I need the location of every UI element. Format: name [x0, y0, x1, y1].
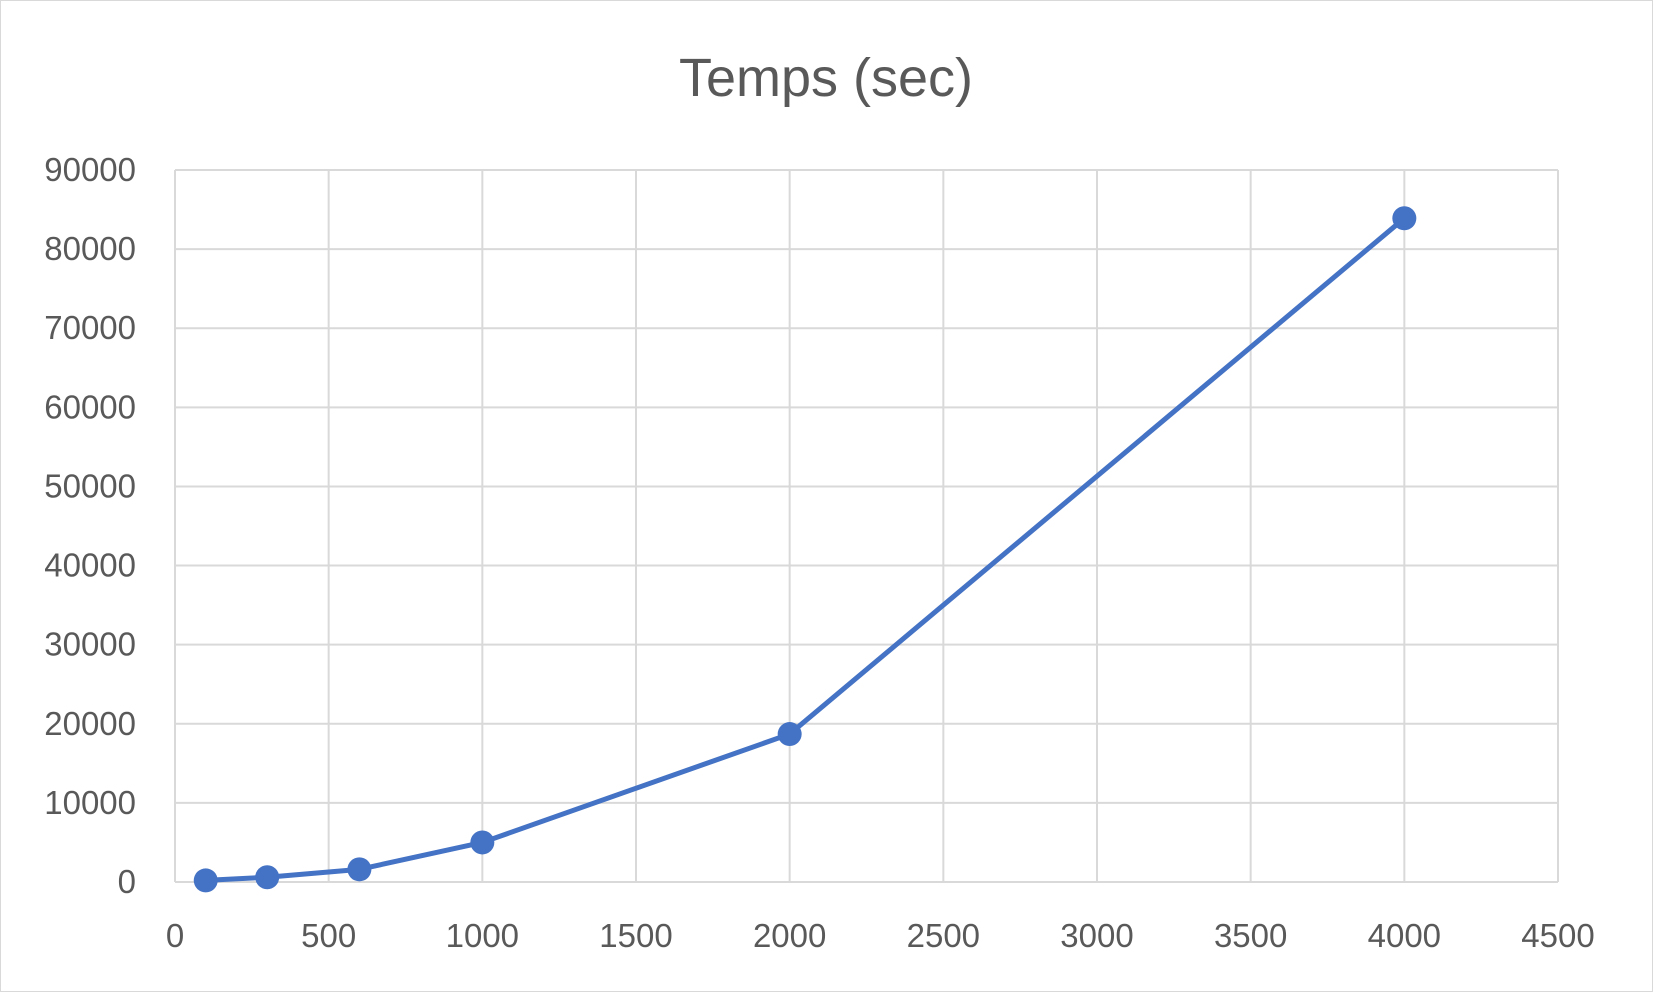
data-point — [1392, 206, 1417, 231]
y-tick-label: 20000 — [44, 705, 136, 742]
x-tick-label: 3500 — [1214, 917, 1287, 954]
x-tick-label: 0 — [166, 917, 184, 954]
data-point — [347, 857, 372, 882]
y-tick-label: 80000 — [44, 230, 136, 267]
data-point — [470, 830, 495, 855]
y-tick-label: 30000 — [44, 626, 136, 663]
y-tick-label: 90000 — [44, 151, 136, 188]
x-axis-ticks: 0 500 1000 1500 2000 2500 3000 3500 4000 4500 — [166, 917, 1595, 954]
x-tick-label: 4500 — [1521, 917, 1594, 954]
y-tick-label: 70000 — [44, 309, 136, 346]
series-line — [203, 215, 1407, 883]
x-tick-label: 500 — [301, 917, 356, 954]
y-tick-label: 50000 — [44, 467, 136, 504]
chart-title: Temps (sec) — [679, 48, 973, 108]
x-tick-label: 2000 — [753, 917, 826, 954]
y-tick-label: 60000 — [44, 388, 136, 425]
data-point — [777, 722, 802, 747]
x-tick-label: 2500 — [907, 917, 980, 954]
y-tick-label: 10000 — [44, 784, 136, 821]
y-tick-label: 40000 — [44, 547, 136, 584]
data-series — [193, 206, 1417, 893]
data-point — [255, 865, 280, 890]
y-tick-label: 0 — [118, 863, 136, 900]
x-tick-label: 1500 — [599, 917, 672, 954]
x-tick-label: 1000 — [446, 917, 519, 954]
y-axis-ticks: 0 10000 20000 30000 40000 50000 60000 70000 8000… — [44, 151, 136, 900]
grid — [174, 169, 1559, 883]
x-tick-label: 3000 — [1060, 917, 1133, 954]
x-tick-label: 4000 — [1368, 917, 1441, 954]
data-point — [193, 868, 218, 893]
